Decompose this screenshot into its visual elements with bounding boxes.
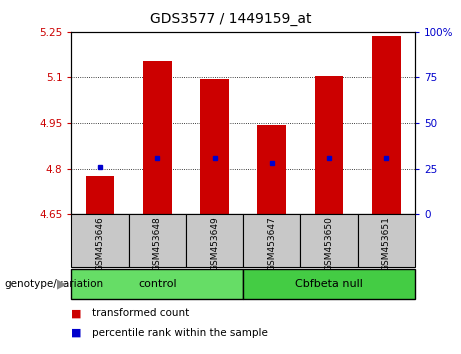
Bar (315, 76, 343, 214)
Text: percentile rank within the sample: percentile rank within the sample (92, 328, 268, 338)
Text: GSM453650: GSM453650 (325, 216, 334, 271)
Text: ■: ■ (71, 328, 82, 338)
Bar (243, 269, 415, 299)
Text: ▶: ▶ (57, 278, 67, 291)
Text: GSM453646: GSM453646 (95, 216, 105, 270)
Bar (71, 214, 129, 267)
Text: GSM453647: GSM453647 (267, 216, 276, 270)
Text: genotype/variation: genotype/variation (5, 279, 104, 289)
Bar (200, 79, 229, 214)
Bar (243, 214, 301, 267)
Bar (186, 214, 243, 267)
Bar (71, 269, 243, 299)
Text: control: control (138, 279, 177, 289)
Text: GSM453648: GSM453648 (153, 216, 162, 270)
Text: GDS3577 / 1449159_at: GDS3577 / 1449159_at (150, 12, 311, 27)
Bar (129, 214, 186, 267)
Text: ■: ■ (71, 308, 82, 318)
Text: Cbfbeta null: Cbfbeta null (295, 279, 363, 289)
Bar (372, 36, 401, 214)
Text: GSM453651: GSM453651 (382, 216, 391, 271)
Bar (358, 214, 415, 267)
Bar (258, 125, 286, 214)
Text: transformed count: transformed count (92, 308, 189, 318)
Bar (301, 214, 358, 267)
Bar (143, 61, 171, 214)
Text: GSM453649: GSM453649 (210, 216, 219, 270)
Bar (86, 176, 114, 214)
